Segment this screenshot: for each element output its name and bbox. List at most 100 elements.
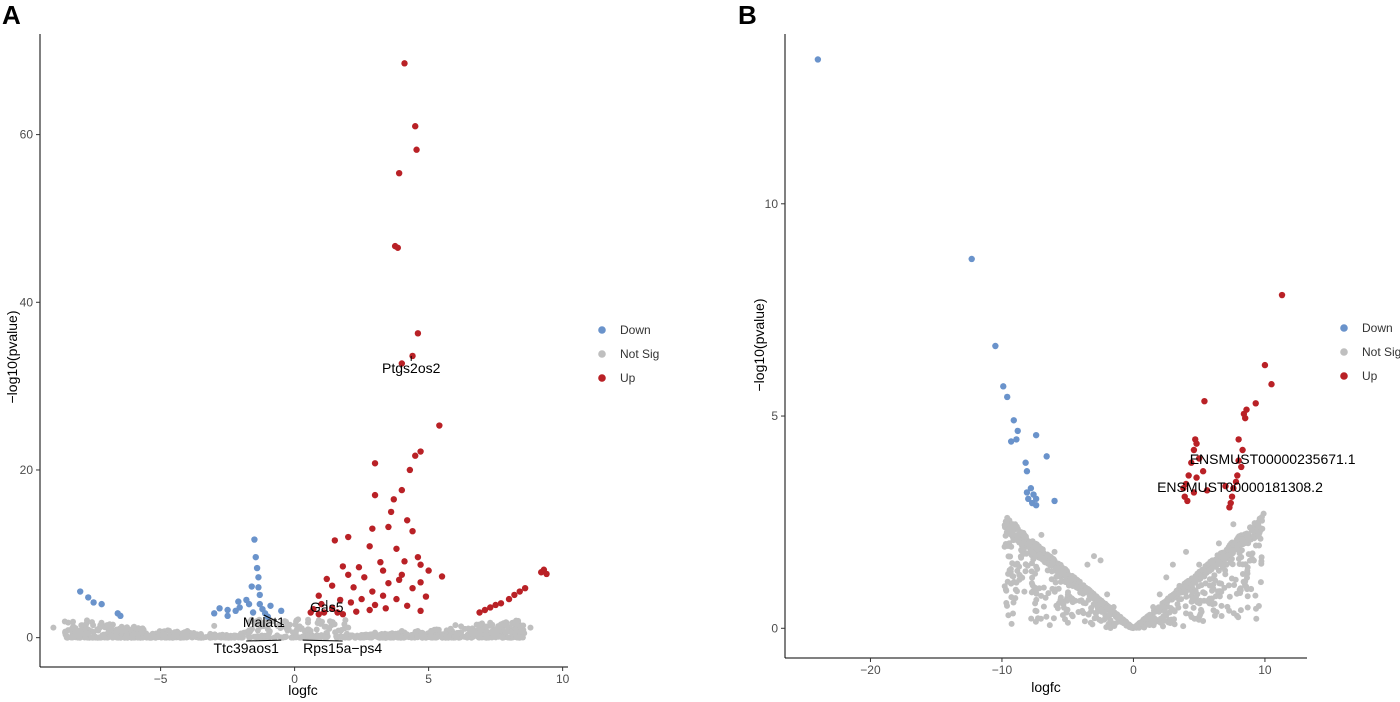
notsig-point [1028,615,1035,622]
down-point [98,600,105,608]
down-point [1023,489,1031,496]
notsig-point [1213,609,1220,616]
notsig-point [247,634,254,641]
notsig-point [1032,584,1039,591]
notsig-point [1212,593,1219,600]
notsig-point [395,633,402,640]
notsig-point [1171,621,1178,628]
notsig-point [159,632,166,638]
notsig-point [356,634,363,641]
down-point [1007,438,1015,445]
notsig-point [452,622,459,629]
down-point [1023,468,1031,475]
up-point [371,460,379,467]
notsig-point [473,621,480,628]
notsig-point [1085,611,1092,618]
x-tick-label: −20 [860,663,881,677]
up-point [323,575,330,583]
notsig-point [1209,557,1216,564]
up-point [339,610,347,618]
notsig-point [1029,574,1036,581]
panel-b-y-axis-title: −log10(pvalue) [751,298,767,391]
notsig-point [1006,567,1013,574]
down-point [968,255,975,263]
notsig-point [1105,621,1112,628]
down-point [1027,485,1035,492]
notsig-point [1088,605,1095,611]
up-point [1235,457,1242,464]
panel-b-down-points [814,56,1058,509]
up-point [328,605,336,612]
notsig-point [1039,555,1045,561]
down-point [814,56,822,63]
up-point [371,491,379,499]
up-point [387,508,395,516]
notsig-point [1037,615,1044,622]
down-point [232,607,239,615]
up-point [398,360,406,367]
notsig-point [1183,610,1189,617]
up-point [1232,478,1240,486]
notsig-point [78,622,85,629]
up-point [339,563,347,570]
up-point [481,606,489,614]
up-point [369,588,376,595]
notsig-point [1019,540,1026,547]
up-point [425,567,432,574]
y-tick-label: 20 [20,463,34,477]
panel-b-notsig-points [1004,510,1267,611]
notsig-point [225,634,231,641]
notsig-point [1189,589,1196,596]
up-point [1261,361,1269,369]
x-tick-label: 5 [425,672,432,686]
panel-a-letter: A [2,0,21,30]
notsig-point [296,623,303,630]
up-point [355,564,363,571]
notsig-point [61,618,68,625]
legend-swatch-down [598,326,606,334]
up-point [543,570,550,578]
notsig-point [76,627,83,634]
notsig-point [1189,595,1196,602]
annotation-label: ENSMUST00000181308.2 [1157,479,1323,495]
notsig-point [170,634,177,641]
up-point [401,60,408,67]
notsig-point [1019,574,1026,581]
notsig-point [286,621,293,628]
notsig-point [503,619,509,626]
notsig-point [1230,610,1237,617]
legend-swatch-not-sig [1340,348,1348,356]
up-point [334,609,341,616]
notsig-point [123,632,130,639]
notsig-point [1211,572,1218,579]
notsig-point [1110,604,1117,611]
panel-a-down-points [77,536,285,620]
notsig-point [1118,619,1125,626]
down-point [235,598,242,605]
up-point [1230,485,1237,492]
y-tick-label: 40 [20,295,34,309]
notsig-point [1058,570,1065,577]
notsig-point [1059,564,1066,571]
notsig-point [1106,611,1113,618]
notsig-point [76,632,83,639]
legend-label: Up [620,371,636,385]
notsig-point [1046,622,1053,629]
notsig-point [120,626,127,633]
up-point [1184,497,1191,505]
notsig-point [130,624,137,631]
notsig-point [1005,612,1012,619]
notsig-point [100,631,107,638]
down-point [1013,436,1020,443]
annotation-label: Ttc39aos1 [214,640,280,656]
notsig-point [1098,606,1105,613]
notsig-point [1206,567,1213,574]
up-point [487,604,494,611]
notsig-point [1176,582,1183,589]
notsig-point [104,622,111,629]
up-point [1190,446,1198,454]
notsig-point [1051,548,1058,555]
legend-label: Not Sig [620,347,659,361]
notsig-point [1225,582,1232,589]
